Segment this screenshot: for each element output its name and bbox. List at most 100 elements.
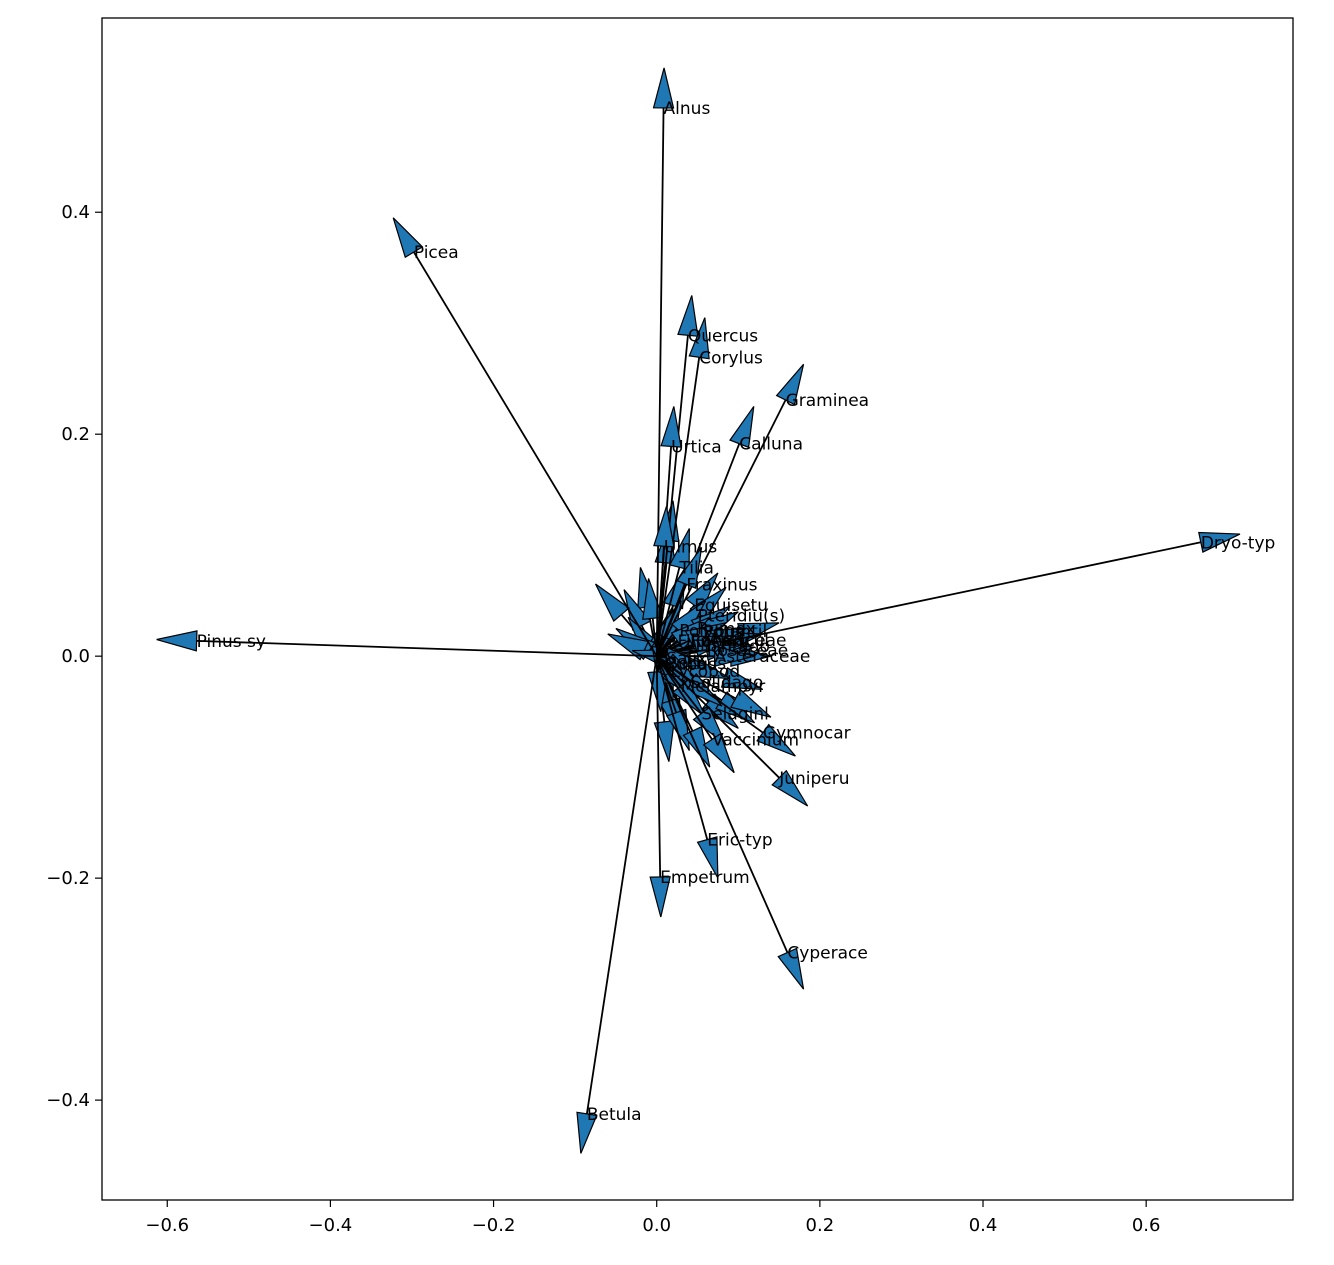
arrow-label-rosaceae: Rosaceae [707,641,788,661]
arrow-label-picea: Picea [414,243,459,263]
arrow-label-plantago: Plantago [695,637,769,657]
arrow-label-rumex: Rumex [697,620,756,640]
arrow-empetrum [649,656,671,918]
x-tick-label: −0.2 [472,1215,516,1236]
arrow-empetrum-shaft [655,656,662,878]
arrow-eric-typ-shaft [655,655,709,840]
arrow-label-pteridiu-s: Pteridiu(s) [698,607,786,627]
arrow-label-betula: Betula [587,1105,642,1125]
arrow-label-ranuncul: Ranuncul [690,631,769,651]
arrow-label-vaccinium: Vaccinium [712,730,799,750]
arrow-juniperu [656,655,809,807]
arrow-pinus-sy-shaft [196,639,657,658]
arrow-rosaceae-shaft [656,649,707,658]
x-axis: −0.6 −0.4 −0.2 0.0 0.2 0.4 0.6 [145,1200,1160,1236]
arrow-ulmus-shaft [655,546,665,657]
arrow-picea-head [392,217,424,259]
x-tick-label: −0.6 [145,1215,189,1236]
arrow-label-calluna: Calluna [739,435,803,455]
y-tick-label: 0.4 [61,202,90,223]
arrow-eric-typ-head [696,836,719,879]
arrow-alnus [652,67,675,657]
arrow-vaccinium-head [702,732,735,774]
arrow-ranuncul-shaft [656,639,691,657]
arrow-label-cyperace: Cyperace [787,944,867,964]
y-axis: −0.4 −0.2 0.0 0.2 0.4 [46,202,102,1111]
arrow-label-corylus: Corylus [699,348,763,368]
arrow-label-apiaceae: Apiaceae [708,631,786,651]
cluster-arrow-head [594,583,631,622]
arrow-quercus-shaft [655,335,689,657]
arrow-label-eric-typ: Eric-typ [707,831,772,851]
arrow-juniperu-shaft [656,655,780,779]
arrow-label-melampyr: Melampyr [681,677,766,697]
arrow-vaccinium-shaft [655,655,713,740]
arrow-label-equisetu: Equisetu [694,596,768,616]
arrow-asteraceae-head [713,645,755,667]
arrow-label-potentil: Potentil [703,622,767,642]
arrow-equisetu-head [685,572,719,613]
arrow-label-alnus: Alnus [664,99,711,119]
arrow-label-urtica: Urtica [671,437,722,457]
arrow-label-selaginl: Selaginl [701,704,768,724]
arrow-gymnocar-shaft [656,655,764,734]
arrow-betula [576,656,658,1154]
arrow-label-quercus: Quercus [688,326,758,346]
arrow-cyperace-shaft [655,655,789,953]
arrow-selaginl-shaft [656,655,703,714]
arrow-label-salix: Salix [666,649,707,669]
arrow-fraxinus-shaft [655,584,688,657]
arrow-cyperace [655,655,805,990]
arrow-corylus [655,317,710,657]
arrow-label-rubus: Rubus [665,655,717,675]
arrow-quercus [655,295,699,657]
arrow-corylus-head [688,317,710,360]
arrow-label-gymnocar: Gymnocar [763,724,851,744]
arrow-label-empetrum: Empetrum [660,868,750,888]
arrow-label-sorbus: Sorbus [668,654,727,674]
arrow-picea [392,217,658,657]
x-tick-label: 0.0 [642,1215,671,1236]
arrow-betula-shaft [585,656,658,1114]
arrow-dryo-typ-head [1198,531,1241,553]
arrow-label-pinus-sy: Pinus sy [197,632,266,652]
plot-frame [101,17,1294,1201]
arrow-label-solidago: Solidago [690,673,763,693]
arrow-ulmus-head [653,506,675,548]
arrow-tilia-head [668,528,690,571]
arrow-label-graminea: Graminea [786,391,870,411]
arrows-layer [156,67,1241,1154]
arrow-fraxinus-head [676,547,703,590]
y-tick-label: 0.0 [61,646,90,667]
arrow-label-tilia: Tilia [678,558,713,578]
arrow-urtica-head [660,406,682,448]
arrow-gymnocar-head [756,723,796,757]
arrow-dryo-typ [656,531,1241,658]
arrow-tilia [655,528,690,657]
arrow-betula-head [576,1111,598,1154]
arrow-empetrum-head [649,876,671,918]
arrow-graminea-shaft [655,399,787,657]
arrow-pinus-sy-head [156,630,198,652]
y-tick-label: −0.2 [46,868,90,889]
arrow-label-polypod: Polypod [679,622,746,642]
x-tick-label: 0.2 [806,1215,835,1236]
arrow-pinus-sy [156,630,657,658]
arrow-alnus-shaft [655,107,665,657]
y-tick-label: 0.2 [61,424,90,445]
arrow-label-lycopod: Lycopod [670,662,740,682]
arrow-label-dryo-typ: Dryo-typ [1201,533,1276,553]
arrow-label-ulmus: Ulmus [664,537,718,557]
x-tick-label: −0.4 [309,1215,353,1236]
cluster-arrow-head [730,688,772,718]
arrow-cyperace-head [777,947,805,990]
arrow-gymnocar [656,655,796,757]
arrow-dryo-typ-shaft [656,541,1202,658]
arrow-ulmus [653,506,675,657]
arrow-graminea-head [775,363,805,406]
arrow-label-asteraceae: Asteraceae [715,647,811,667]
arrow-label-juniperu: Juniperu [778,769,849,789]
arrow-label-filipend: Filipend [677,632,743,652]
